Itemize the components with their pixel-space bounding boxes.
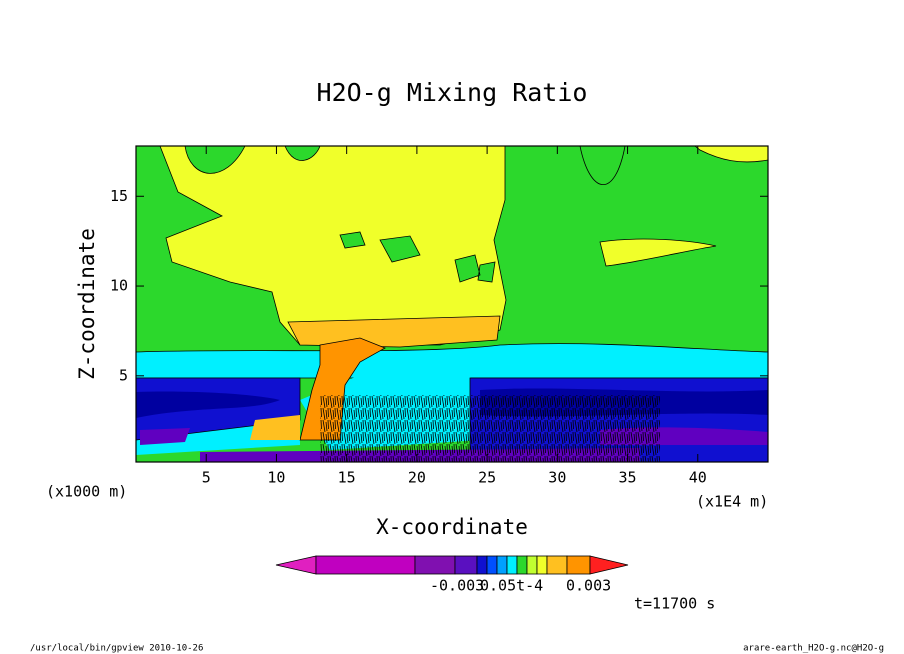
x-tick-label: 30 <box>548 469 566 487</box>
x-unit-right: (x1E4 m) <box>696 493 768 511</box>
time-label: t=11700 s <box>634 595 715 613</box>
y-tick-label: 15 <box>110 187 128 205</box>
plot-frame <box>135 145 769 463</box>
x-tick-label: 25 <box>478 469 496 487</box>
colorbar-label: 0.05t-4 <box>480 577 543 595</box>
x-tick-label: 20 <box>408 469 426 487</box>
x-tick-label: 35 <box>619 469 637 487</box>
y-tick-label: 5 <box>119 366 128 384</box>
x-tick-label: 10 <box>267 469 285 487</box>
footer-left: /usr/local/bin/gpview 2010-10-26 <box>30 644 203 654</box>
colorbar <box>275 555 629 575</box>
x-tick-label: 5 <box>202 469 211 487</box>
x-unit-left: (x1000 m) <box>46 483 127 501</box>
y-tick-label: 10 <box>110 277 128 295</box>
contour-fill <box>136 146 768 462</box>
x-tick-label: 15 <box>338 469 356 487</box>
x-tick-label: 40 <box>689 469 707 487</box>
chart-title: H2O-g Mixing Ratio <box>317 78 588 107</box>
x-axis-label: X-coordinate <box>376 515 528 539</box>
colorbar-label: -0.003 <box>430 577 484 595</box>
footer-right: arare-earth_H2O-g.nc@H2O-g <box>743 644 884 654</box>
y-axis-label: Z-coordinate <box>75 228 99 380</box>
colorbar-label: 0.003 <box>566 577 611 595</box>
